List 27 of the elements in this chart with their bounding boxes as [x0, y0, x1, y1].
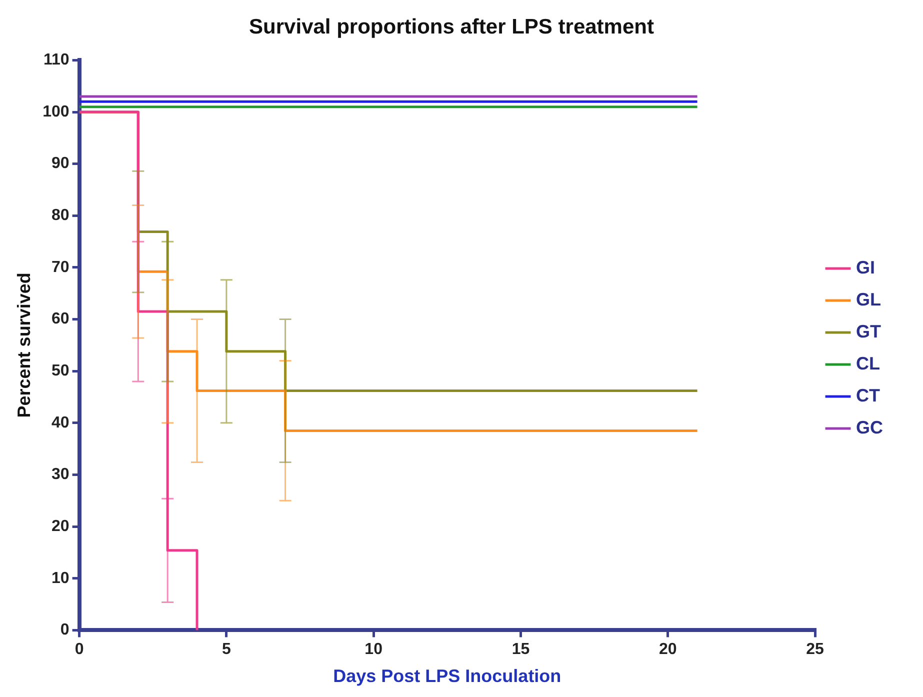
y-tick-label: 0 [60, 622, 70, 639]
x-tick-label: 20 [658, 641, 677, 658]
x-axis-title: Days Post LPS Inoculation [333, 666, 562, 686]
y-axis-title: Percent survived [14, 272, 34, 418]
y-tick-label: 110 [43, 52, 70, 69]
x-tick-label: 25 [806, 641, 824, 658]
legend-label: CL [856, 353, 880, 374]
legend-label: GI [856, 257, 876, 278]
y-tick-label: 90 [52, 155, 70, 172]
legend-label: GT [856, 321, 881, 342]
legend-label: CT [856, 385, 880, 406]
y-tick-label: 40 [52, 414, 70, 432]
y-tick-label: 30 [52, 466, 70, 484]
y-tick-label: 60 [52, 310, 70, 328]
x-tick-label: 0 [74, 641, 84, 658]
y-tick-label: 50 [52, 362, 70, 380]
legend-label: GL [856, 289, 881, 310]
y-tick-label: 10 [52, 570, 70, 587]
y-tick-label: 70 [52, 258, 70, 276]
y-tick-label: 20 [52, 518, 70, 535]
y-tick-label: 80 [52, 207, 70, 224]
chart-title: Survival proportions after LPS treatment [249, 15, 654, 38]
legend-label: GC [856, 417, 883, 438]
x-tick-label: 15 [512, 641, 530, 658]
x-tick-label: 10 [364, 641, 383, 658]
x-tick-label: 5 [222, 641, 231, 658]
y-tick-label: 100 [42, 103, 70, 120]
